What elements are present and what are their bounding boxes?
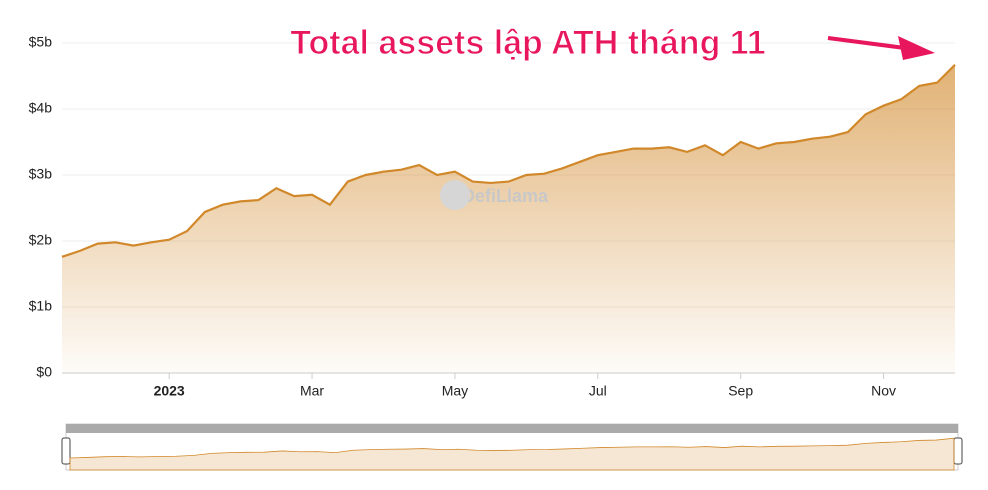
x-tick-label: 2023 [154,383,185,399]
navigator-scrollbar[interactable] [66,424,958,433]
y-tick-label: $5b [29,34,53,50]
y-tick-label: $2b [29,232,53,248]
line [61,64,956,258]
navigator-area [69,437,955,471]
y-tick-label: $0 [36,364,52,380]
y-tick-label: $3b [29,166,53,182]
y-tick-label: $4b [29,100,53,116]
navigator-handle[interactable] [61,437,71,465]
area [62,64,955,373]
x-tick-label: Sep [728,383,753,399]
annotation-arrow [827,36,935,60]
annotation: Total assets lập ATH tháng 11 [290,24,766,62]
watermark-logo [440,180,470,210]
x-tick-label: Mar [300,383,324,399]
watermark: DefiLlama [462,186,549,206]
x-tick-label: Nov [871,383,896,399]
y-tick-label: $1b [29,298,53,314]
plot: $0 $1b $2b $3b $4b $5b 2023 Mar May Jul Sep Nov [29,34,956,399]
navigator-handle[interactable] [953,437,963,465]
x-tick-label: Jul [589,383,607,399]
x-tick-label: May [442,383,468,399]
navigator [61,423,963,471]
